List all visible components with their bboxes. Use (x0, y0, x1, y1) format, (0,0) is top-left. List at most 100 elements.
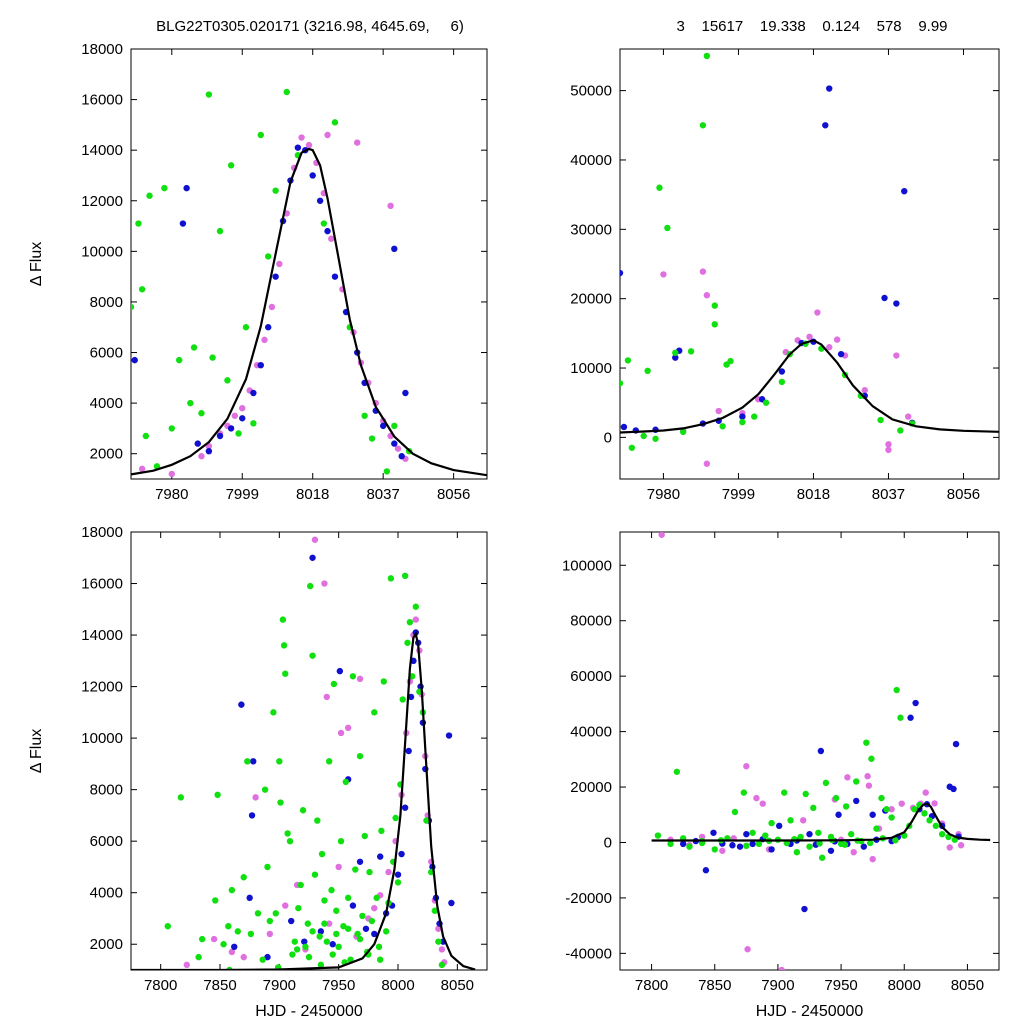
data-point-blue (736, 843, 744, 850)
data-point-green (793, 848, 801, 856)
data-point-green (847, 830, 855, 838)
data-point-magenta (228, 948, 236, 956)
plot-frame (619, 531, 1000, 971)
x-tick-label: 7950 (824, 977, 857, 994)
y-tick-label: 40000 (570, 152, 612, 169)
data-point-green (781, 789, 788, 796)
data-point-green (841, 841, 849, 848)
data-point-green (719, 423, 726, 430)
data-point-green (378, 827, 385, 835)
data-point-magenta (703, 460, 711, 467)
data-point-green (375, 943, 383, 951)
data-point-green (321, 920, 328, 927)
data-point-green (161, 184, 168, 192)
data-point-blue (239, 415, 246, 422)
data-point-blue (749, 840, 756, 848)
data-point-blue (336, 667, 344, 675)
x-tick-label: 8000 (888, 977, 921, 994)
data-point-green (354, 930, 361, 938)
data-point-green (749, 829, 756, 836)
data-point-green (282, 670, 289, 677)
data-point-blue (853, 797, 860, 805)
data-point-green (391, 422, 398, 430)
data-point-green (142, 432, 150, 440)
data-point-magenta (922, 789, 929, 796)
data-point-blue (801, 905, 808, 913)
data-point-green (628, 444, 636, 451)
data-point-blue (775, 822, 783, 830)
data-point-green (199, 935, 206, 943)
data-point-green (291, 938, 298, 945)
data-point-magenta (699, 268, 707, 275)
data-point-green (868, 755, 875, 762)
data-point-green (673, 768, 681, 775)
data-point-green (250, 420, 257, 427)
data-point-green (321, 897, 328, 904)
data-point-magenta (344, 724, 352, 732)
model-curve (131, 147, 487, 477)
data-point-blue (743, 830, 750, 838)
data-point-green (883, 806, 890, 813)
data-point-green (762, 832, 769, 839)
data-point-magenta (888, 806, 895, 813)
data-point-green (888, 814, 895, 821)
data-point-green (240, 874, 247, 881)
data-point-green (711, 302, 718, 309)
data-point-green (383, 468, 391, 475)
data-point-blue (324, 227, 331, 235)
y-tick-label: 30000 (570, 221, 612, 238)
series-green (131, 88, 413, 475)
model-curve (131, 630, 476, 970)
data-point-green (356, 752, 364, 760)
data-point-green (624, 357, 632, 364)
data-point-green (146, 192, 153, 199)
y-tick-label: 100000 (562, 557, 612, 574)
data-point-magenta (864, 773, 871, 780)
data-point-magenta (240, 953, 247, 961)
data-point-magenta (328, 235, 335, 242)
y-tick-label: 4000 (90, 885, 123, 902)
data-point-green (220, 941, 227, 948)
data-point-green (340, 923, 347, 930)
data-point-green (926, 817, 933, 824)
data-point-blue (826, 85, 833, 92)
data-point-blue (379, 422, 387, 430)
data-points (654, 532, 965, 970)
data-point-green (423, 817, 430, 824)
data-point-blue (778, 368, 786, 375)
data-point-green (656, 184, 663, 191)
data-point-blue (739, 413, 746, 420)
data-point-green (295, 904, 302, 912)
y-tick-label: 18000 (81, 524, 123, 541)
data-point-magenta (394, 445, 402, 452)
data-point-magenta (814, 309, 821, 316)
data-point-green (280, 642, 288, 649)
data-point-green (711, 846, 718, 853)
data-point-green (235, 430, 242, 437)
data-point-magenta (743, 763, 750, 770)
data-point-green (228, 886, 236, 894)
data-point-blue (265, 324, 272, 331)
data-point-green (344, 894, 352, 902)
data-point-magenta (210, 935, 218, 943)
data-point-green (316, 933, 323, 940)
y-tick-label: 40000 (570, 724, 612, 741)
x-tick-label: 8018 (296, 486, 329, 503)
data-point-magenta (252, 794, 259, 801)
data-point-magenta (268, 303, 276, 311)
data-point-green (325, 758, 333, 765)
data-point-blue (402, 389, 409, 397)
data-point-green (276, 758, 283, 765)
data-point-magenta (957, 842, 965, 849)
y-tick-label: 14000 (81, 142, 123, 159)
data-point-blue (398, 453, 405, 460)
data-point-green (337, 837, 345, 845)
data-points (164, 536, 455, 970)
series-magenta (138, 131, 409, 478)
data-point-green (802, 790, 809, 798)
data-point-blue (398, 850, 405, 858)
data-point-green (787, 817, 794, 824)
data-point-magenta (282, 902, 289, 909)
header-left-text: BLG22T0305.020171 (3216.98, 4645.69, 6) (156, 18, 464, 35)
y-tick-label: 14000 (81, 627, 123, 644)
